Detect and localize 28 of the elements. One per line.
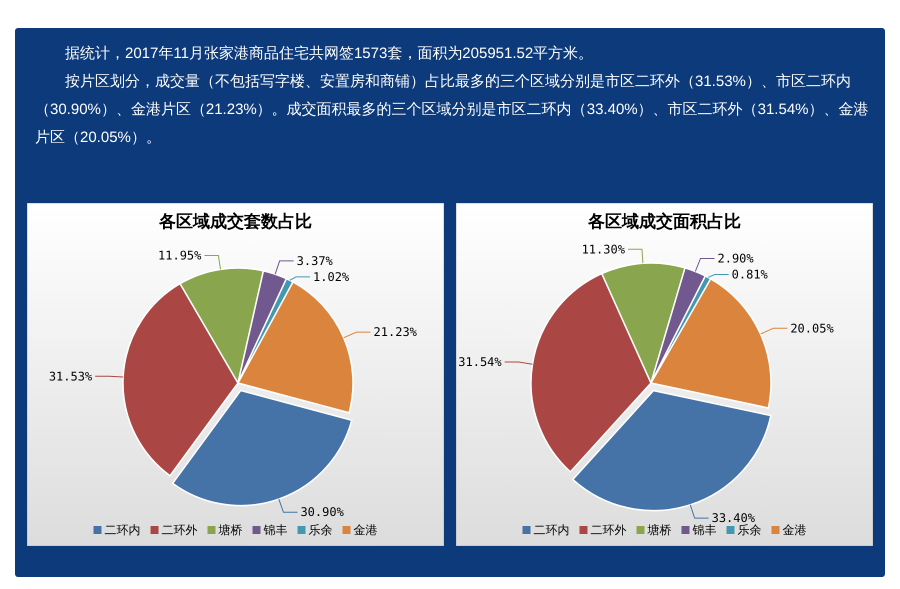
data-label: 21.23% [374, 325, 418, 340]
legend-label: 乐余 [738, 523, 762, 537]
data-label: 33.40% [712, 511, 756, 526]
legend-label: 二环外 [590, 523, 626, 537]
legend-label: 金港 [782, 523, 806, 537]
legend-label: 锦丰 [692, 523, 716, 537]
data-label: 0.81% [732, 267, 769, 282]
legend-label: 乐余 [308, 523, 332, 537]
data-label: 31.53% [48, 369, 93, 384]
chart-title: 各区域成交套数占比 [158, 212, 312, 231]
data-label: 2.90% [718, 251, 754, 266]
data-label: 1.02% [313, 270, 350, 284]
data-label: 31.54% [458, 355, 502, 370]
data-label: 20.05% [790, 321, 834, 336]
text: 按片区划分，成交量（不包括写字楼、安置房和商铺）占比最多的三个区域分别是市区二环外（31.53%）、市区二环内（30.90%）、金港片区（21.23%）。成交面积最多的三个区域分别是市区二环内（33.40%）、市区二环外（31.54%）、金港片区（20.05%）。 [35, 72, 870, 148]
legend-label: 塘桥 [218, 523, 242, 537]
data-label: 30.90% [300, 505, 345, 520]
legend-label: 金港 [354, 523, 378, 537]
legend-label: 二环内 [534, 523, 570, 537]
legend-label: 塘桥 [646, 523, 672, 537]
text: 据统计，2017年11月张家港商品住宅共网签1573套，面积为205951.52平方米。 [64, 44, 594, 64]
data-label: 11.95% [158, 248, 202, 262]
legend-label: 二环外 [162, 523, 198, 537]
chart-title: 各区域成交面积占比 [587, 212, 741, 231]
legend-label: 锦丰 [262, 523, 288, 537]
data-label: 3.37% [296, 254, 334, 268]
data-label: 11.30% [582, 242, 626, 256]
legend-label: 二环内 [104, 523, 140, 537]
